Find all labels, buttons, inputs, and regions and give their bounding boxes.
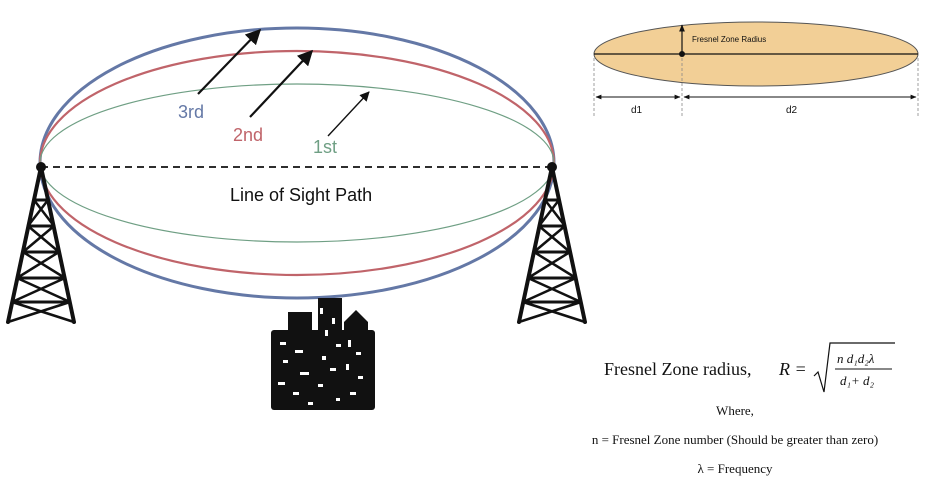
zone-2-arrow bbox=[249, 49, 314, 118]
d2-label: d2 bbox=[786, 105, 798, 116]
zone-1-arrow bbox=[327, 91, 370, 137]
lambda-definition: λ = Frequency bbox=[697, 461, 773, 476]
d1-label: d1 bbox=[631, 105, 643, 116]
inset-radius-label: Fresnel Zone Radius bbox=[692, 35, 766, 44]
where-label: Where, bbox=[716, 403, 754, 418]
zone-arrows bbox=[197, 28, 370, 137]
left-tower-icon bbox=[6, 162, 76, 324]
formula-lead-text: Fresnel Zone radius, bbox=[604, 359, 751, 379]
city-buildings-icon bbox=[271, 298, 375, 410]
zone-2-label: 2nd bbox=[233, 125, 263, 145]
zone-3-label: 3rd bbox=[178, 102, 204, 122]
fresnel-radius-formula: Fresnel Zone radius, R = n d₁d₂λ d₁+ d₂ bbox=[604, 342, 895, 393]
fresnel-radius-inset: Fresnel Zone Radius d1 d2 bbox=[593, 21, 919, 118]
zone-1-ellipse bbox=[39, 83, 555, 243]
line-of-sight-label: Line of Sight Path bbox=[230, 185, 372, 205]
right-tower-icon bbox=[517, 162, 587, 324]
formula-symbol: R = bbox=[778, 359, 807, 379]
zone-1-label: 1st bbox=[313, 137, 337, 157]
zone-3-arrow bbox=[197, 28, 262, 95]
inset-obstacle-point bbox=[679, 51, 685, 57]
n-definition: n = Fresnel Zone number (Should be great… bbox=[591, 432, 879, 447]
square-root-sign bbox=[813, 342, 895, 393]
formula-denominator: d₁+ d₂ bbox=[840, 373, 875, 388]
formula-numerator: n d₁d₂λ bbox=[837, 351, 875, 366]
